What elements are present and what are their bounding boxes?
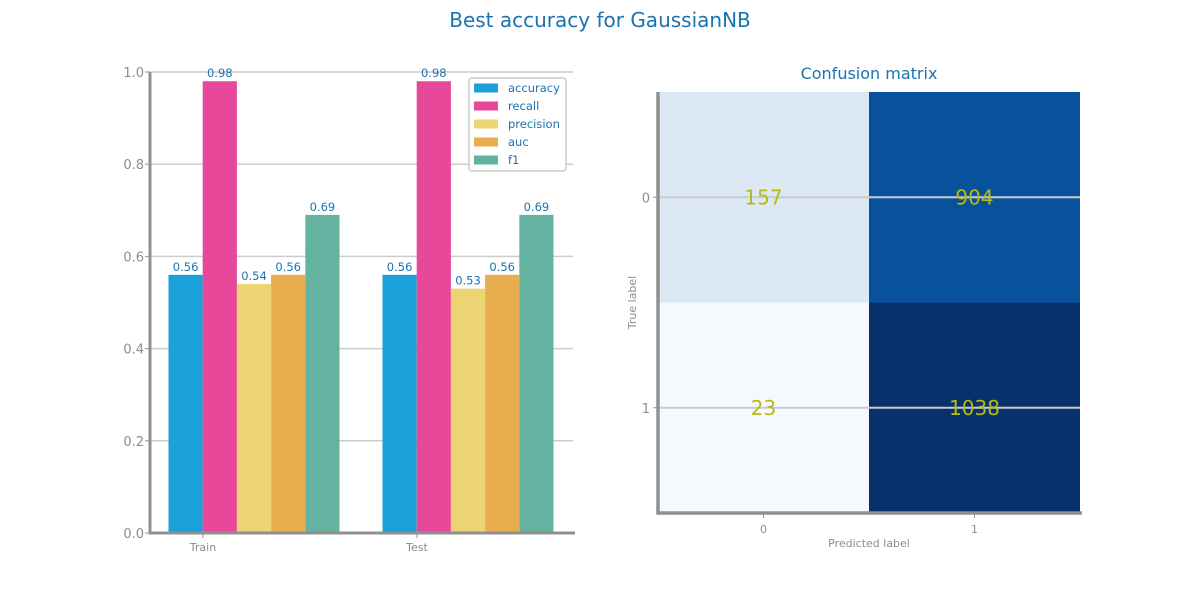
legend-swatch-recall (474, 101, 498, 111)
y-tick-label: 0.4 (123, 343, 144, 358)
matrix-value: 23 (751, 396, 776, 420)
confusion-matrix-chart: Confusion matrix 157 904 23 1038 0 1 0 1 Predicte… (626, 64, 1082, 550)
legend-box (468, 77, 567, 172)
legend-swatch-f1 (474, 155, 498, 165)
matrix-value: 904 (955, 185, 993, 209)
x-tick-label: Train (189, 541, 216, 554)
y-tick-label: 0 (642, 191, 650, 206)
legend: accuracy recall precision auc f1 (468, 77, 567, 172)
matrix-value: 1038 (949, 396, 1000, 420)
bar-recall-test (416, 81, 451, 533)
legend-label-f1: f1 (508, 153, 519, 167)
bar-value-label: 0.98 (421, 66, 447, 80)
bar-auc-train (271, 274, 306, 533)
legend-label-recall: recall (508, 99, 539, 113)
bar-auc-test (485, 274, 520, 533)
bar-f1-test (519, 214, 554, 533)
legend-swatch-accuracy (474, 83, 498, 93)
bar-chart: 0.0 0.2 0.4 0.6 0.8 1.0 0.56 0.98 0.54 0.56 0.69 Tr… (123, 66, 575, 554)
y-axis-label: True label (626, 276, 639, 330)
y-tick-label: 1 (642, 402, 650, 417)
y-tick-label: 0.0 (123, 527, 144, 542)
y-tick-label: 1.0 (123, 66, 144, 81)
y-tick-label: 0.8 (123, 158, 144, 173)
bar-f1-train (305, 214, 340, 533)
legend-swatch-auc (474, 137, 498, 147)
bar-value-label: 0.56 (275, 260, 301, 274)
bar-accuracy-train (168, 274, 203, 533)
bar-value-label: 0.53 (455, 274, 481, 288)
bar-value-label: 0.56 (173, 260, 199, 274)
matrix-value: 157 (744, 185, 782, 209)
legend-swatch-precision (474, 119, 498, 129)
bar-value-label: 0.98 (207, 66, 233, 80)
figure-title: Best accuracy for GaussianNB (449, 8, 751, 32)
x-tick-label: 0 (760, 523, 767, 536)
y-tick-label: 0.6 (123, 250, 144, 265)
bar-value-label: 0.69 (524, 200, 550, 214)
x-axis-label: Predicted label (828, 537, 910, 550)
bar-precision-test (450, 288, 486, 533)
bar-value-label: 0.56 (387, 260, 413, 274)
legend-label-accuracy: accuracy (508, 81, 560, 95)
legend-label-auc: auc (508, 135, 529, 149)
bar-value-label: 0.69 (310, 200, 336, 214)
bar-value-label: 0.56 (489, 260, 515, 274)
legend-label-precision: precision (508, 117, 560, 131)
confusion-matrix-title: Confusion matrix (801, 64, 938, 83)
bar-precision-train (236, 284, 272, 533)
bar-value-label: 0.54 (241, 269, 267, 283)
y-tick-label: 0.2 (123, 435, 144, 450)
bar-recall-train (202, 81, 237, 533)
bar-accuracy-test (382, 274, 417, 533)
x-tick-label: Test (405, 541, 428, 554)
x-tick-label: 1 (971, 523, 978, 536)
